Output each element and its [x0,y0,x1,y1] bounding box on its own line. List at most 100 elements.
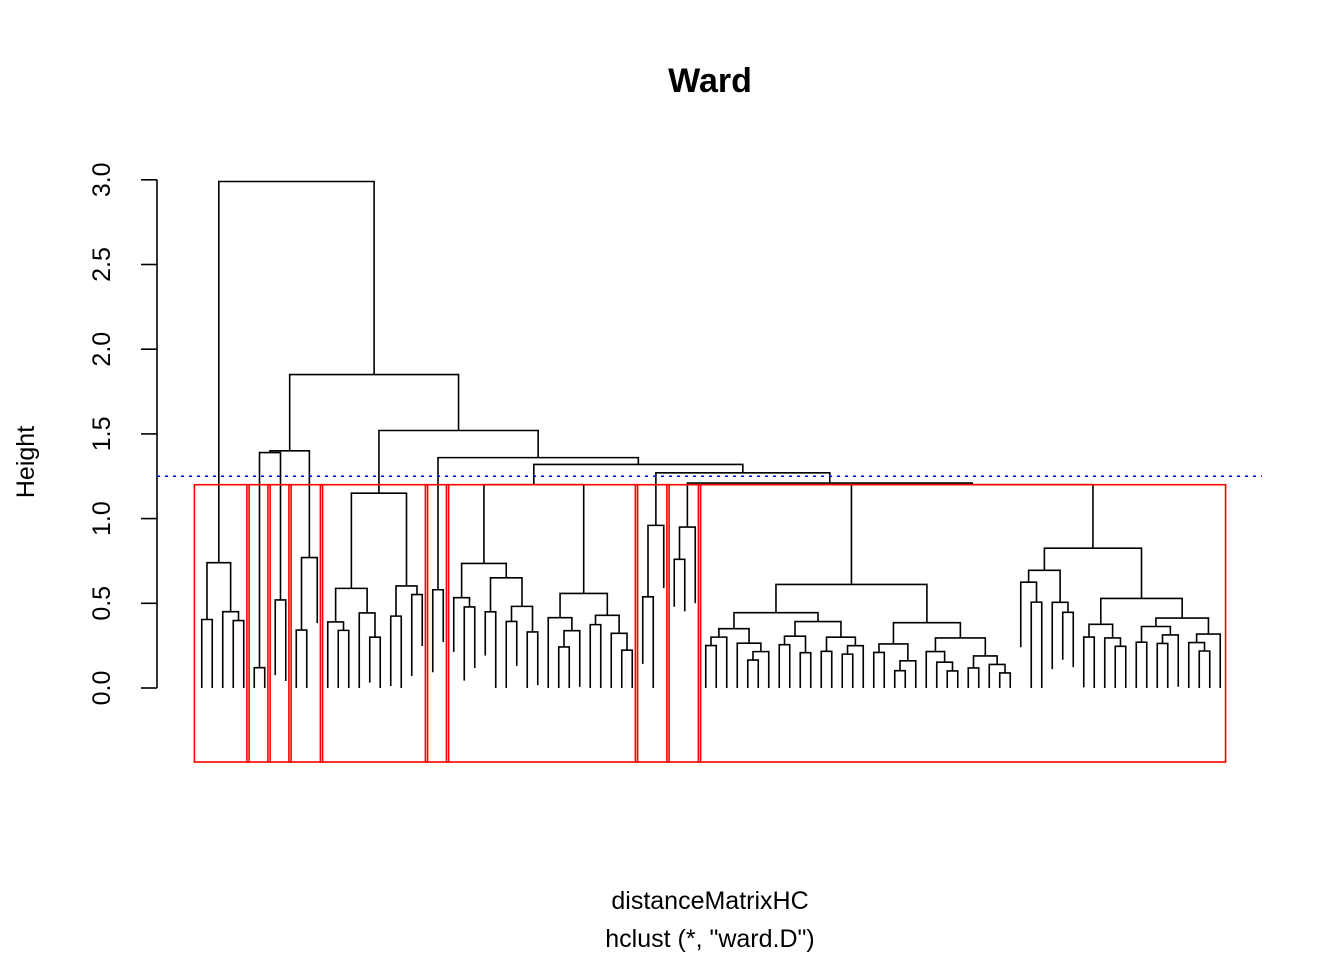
merge-link [841,653,854,688]
merge-link [559,592,609,618]
merge-link [563,629,581,687]
merge-link [274,599,287,681]
merge-link [410,593,424,676]
y-tick-label: 2.5 [88,247,116,282]
merge-link [337,629,350,688]
merge-link [288,373,460,451]
merge-link [935,661,954,688]
dendrogram-tree [200,180,1222,688]
y-tick-label: 0.0 [88,671,116,706]
merge-link [825,636,857,652]
merge-link [452,596,471,652]
merge-link [1027,569,1061,603]
merge-link [484,611,497,688]
cluster-box [424,483,450,763]
merge-link [733,611,819,629]
merge-link [778,643,791,688]
cluster-box [697,483,1227,763]
merge-link [998,672,1012,688]
merge-link [1198,650,1211,688]
merge-link [295,629,308,688]
merge-link [752,650,770,688]
merge-link [1082,636,1096,688]
merge-link [1103,637,1122,688]
merge-link [437,456,640,590]
merge-link [350,492,408,589]
merge-link [799,651,812,688]
merge-link [300,556,319,631]
merge-link [232,619,245,688]
cluster-box [634,483,670,763]
merge-link [686,482,973,528]
merge-link [378,429,539,494]
merge-link [925,650,946,688]
cluster-box [445,483,639,763]
merge-link [899,660,917,688]
merge-link [463,606,476,681]
merge-link [1114,645,1127,688]
merge-link [510,605,534,632]
merge-link [368,636,382,688]
merge-link [334,587,368,622]
merge-link [610,632,628,688]
merge-link [1043,547,1143,599]
merge-link [1140,625,1172,643]
merge-link [389,615,403,688]
merge-link [253,666,266,688]
cluster-box [193,483,250,763]
merge-link [358,612,376,688]
merge-link [1195,633,1222,688]
merge-link [395,585,418,617]
y-tick-label: 1.5 [88,417,116,452]
y-axis: 0.0 0.5 1.0 1.5 2.0 2.5 3.0 [88,162,158,706]
merge-link [1088,623,1114,638]
merge-link [1030,601,1043,688]
merge-link [820,650,833,688]
merge-link [972,655,998,668]
merge-link [1019,581,1038,648]
merge-link [704,644,718,688]
merge-link [1187,641,1206,688]
merge-link [1135,641,1148,688]
merge-link [526,631,539,688]
merge-link [655,472,831,526]
merge-link [218,180,375,563]
merge-link [505,620,518,688]
merge-link [641,596,655,688]
merge-link [647,524,665,597]
merge-link [775,583,928,623]
merge-link [1156,642,1169,688]
merge-link [878,643,909,661]
merge-link [326,621,345,688]
merge-link [846,644,865,688]
merge-link [783,635,807,653]
merge-link [1100,597,1183,625]
merge-link [1155,617,1210,635]
merge-link [946,670,959,688]
merge-link [1161,634,1180,687]
merge-link [221,610,240,688]
merge-link [673,558,686,612]
merge-link [967,667,980,688]
merge-link [988,663,1006,688]
y-tick-label: 2.0 [88,332,116,367]
merge-link [794,620,842,638]
merge-link [557,646,571,688]
merge-link [460,562,508,598]
merge-link [892,621,962,644]
merge-link [746,659,760,688]
merge-link [678,526,697,604]
cluster-boxes [193,483,1227,763]
merge-link [200,618,214,688]
merge-link [489,576,523,612]
cluster-box [246,483,271,763]
y-axis-label: Height [12,426,40,498]
merge-link [893,669,907,688]
merge-link [710,636,728,688]
merge-link [934,637,987,656]
y-tick-label: 0.5 [88,586,116,621]
merge-link [1061,611,1075,668]
merge-link [718,627,750,644]
merge-link [206,561,232,620]
cluster-box [319,483,429,763]
